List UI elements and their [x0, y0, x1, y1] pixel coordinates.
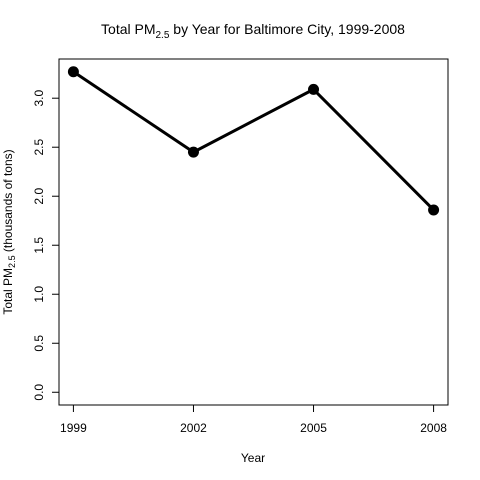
data-point-3 — [428, 204, 440, 216]
y-axis-label: Total PM2.5 (thousands of tons) — [1, 149, 17, 314]
x-tick-label-3: 2008 — [420, 421, 447, 435]
y-tick-label-4: 2.0 — [32, 188, 46, 205]
x-axis-label: Year — [241, 451, 265, 465]
y-tick-label-0: 0.0 — [32, 384, 46, 401]
chart-title: Total PM2.5 by Year for Baltimore City, … — [101, 21, 405, 41]
plot-frame — [58, 58, 449, 406]
x-tick-label-2: 2005 — [300, 421, 327, 435]
y-tick-label-3: 1.5 — [32, 237, 46, 254]
x-tick-label-0: 1999 — [60, 421, 87, 435]
series-path — [72, 70, 435, 212]
data-point-0 — [67, 66, 79, 78]
y-tick-label-2: 1.0 — [32, 286, 46, 303]
x-axis: 1999 2002 2005 2008 — [60, 405, 447, 435]
series-line — [67, 66, 440, 216]
x-tick-label-1: 2002 — [180, 421, 207, 435]
y-tick-label-1: 0.5 — [32, 335, 46, 352]
y-axis: 0.0 0.5 1.0 1.5 2.0 2.5 3.0 — [32, 90, 59, 401]
y-tick-label-5: 2.5 — [32, 139, 46, 156]
data-point-1 — [187, 146, 199, 158]
data-point-2 — [308, 83, 320, 95]
y-tick-label-6: 3.0 — [32, 90, 46, 107]
